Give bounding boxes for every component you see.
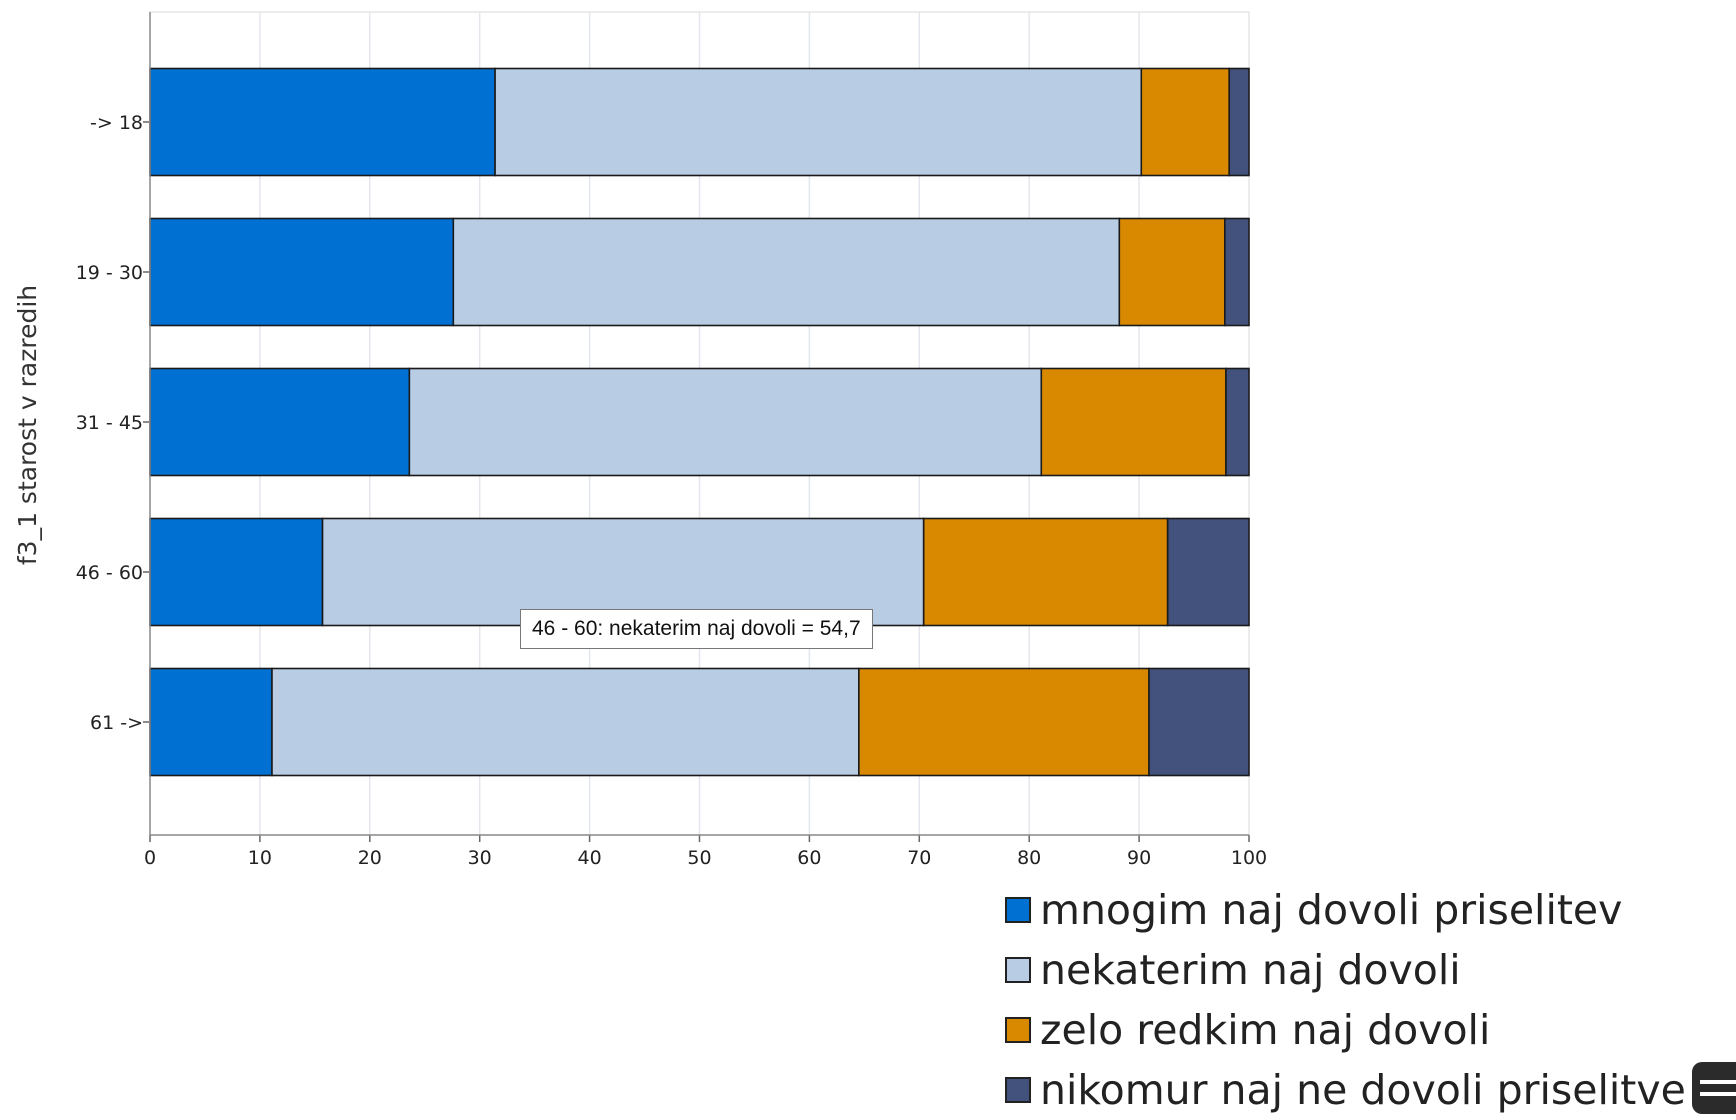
bar-segment-1 [149, 667, 273, 777]
y-tick-label: -> 18 [90, 112, 143, 134]
x-tick-label: 70 [907, 847, 931, 869]
legend-item: nikomur naj ne dovoli priselitve [1005, 1060, 1686, 1120]
bar-segment-4 [1228, 67, 1250, 177]
legend: mnogim naj dovoli priselitev nekaterim na… [1005, 880, 1686, 1120]
legend-label: nikomur naj ne dovoli priselitve [1040, 1066, 1686, 1114]
y-tick-label: 61 -> [90, 712, 143, 734]
x-tick-label: 40 [578, 847, 602, 869]
bar-segment-2 [408, 367, 1043, 477]
x-tick-label: 50 [687, 847, 711, 869]
bar-segment-2 [321, 517, 925, 627]
y-tick-label: 31 - 45 [76, 412, 143, 434]
x-tick-label: 80 [1017, 847, 1041, 869]
y-axis-title: f3_1 starost v razredih [13, 285, 42, 565]
x-tick-label: 100 [1231, 847, 1267, 869]
bar-segment-3 [1040, 367, 1227, 477]
legend-swatch [1005, 1077, 1031, 1103]
bar-segment-1 [149, 67, 496, 177]
bar-segment-3 [1118, 217, 1226, 327]
bar-segment-3 [922, 517, 1169, 627]
x-tick-label: 30 [468, 847, 492, 869]
bar-segment-1 [149, 217, 455, 327]
legend-swatch [1005, 897, 1031, 923]
legend-item: mnogim naj dovoli priselitev [1005, 880, 1686, 940]
bar-segment-2 [494, 67, 1143, 177]
menu-icon[interactable] [1692, 1062, 1736, 1114]
legend-swatch [1005, 957, 1031, 983]
x-tick-label: 0 [144, 847, 156, 869]
axes: 0 10 20 30 40 50 60 70 80 90 100 -> 18 19 - 30 31 - 4… [76, 12, 1267, 869]
bar-segment-4 [1148, 667, 1250, 777]
y-tick-label: 46 - 60 [76, 562, 143, 584]
bars [149, 67, 1250, 777]
bar-segment-3 [858, 667, 1150, 777]
legend-item: nekaterim naj dovoli [1005, 940, 1686, 1000]
bar-segment-2 [271, 667, 860, 777]
x-tick-label: 90 [1127, 847, 1151, 869]
bar-segment-3 [1140, 67, 1231, 177]
bar-segment-4 [1224, 217, 1250, 327]
legend-item: zelo redkim naj dovoli [1005, 1000, 1686, 1060]
bar-segment-4 [1166, 517, 1250, 627]
legend-label: zelo redkim naj dovoli [1040, 1006, 1491, 1054]
y-tick-label: 19 - 30 [76, 262, 143, 284]
legend-label: nekaterim naj dovoli [1040, 946, 1461, 994]
legend-swatch [1005, 1017, 1031, 1043]
bar-tooltip: 46 - 60: nekaterim naj dovoli = 54,7 [520, 609, 873, 649]
bar-segment-4 [1225, 367, 1250, 477]
bar-segment-1 [149, 517, 324, 627]
legend-label: mnogim naj dovoli priselitev [1040, 886, 1623, 934]
x-tick-label: 20 [358, 847, 382, 869]
x-tick-label: 60 [797, 847, 821, 869]
bar-segment-1 [149, 367, 411, 477]
x-tick-label: 10 [248, 847, 272, 869]
bar-segment-2 [452, 217, 1121, 327]
